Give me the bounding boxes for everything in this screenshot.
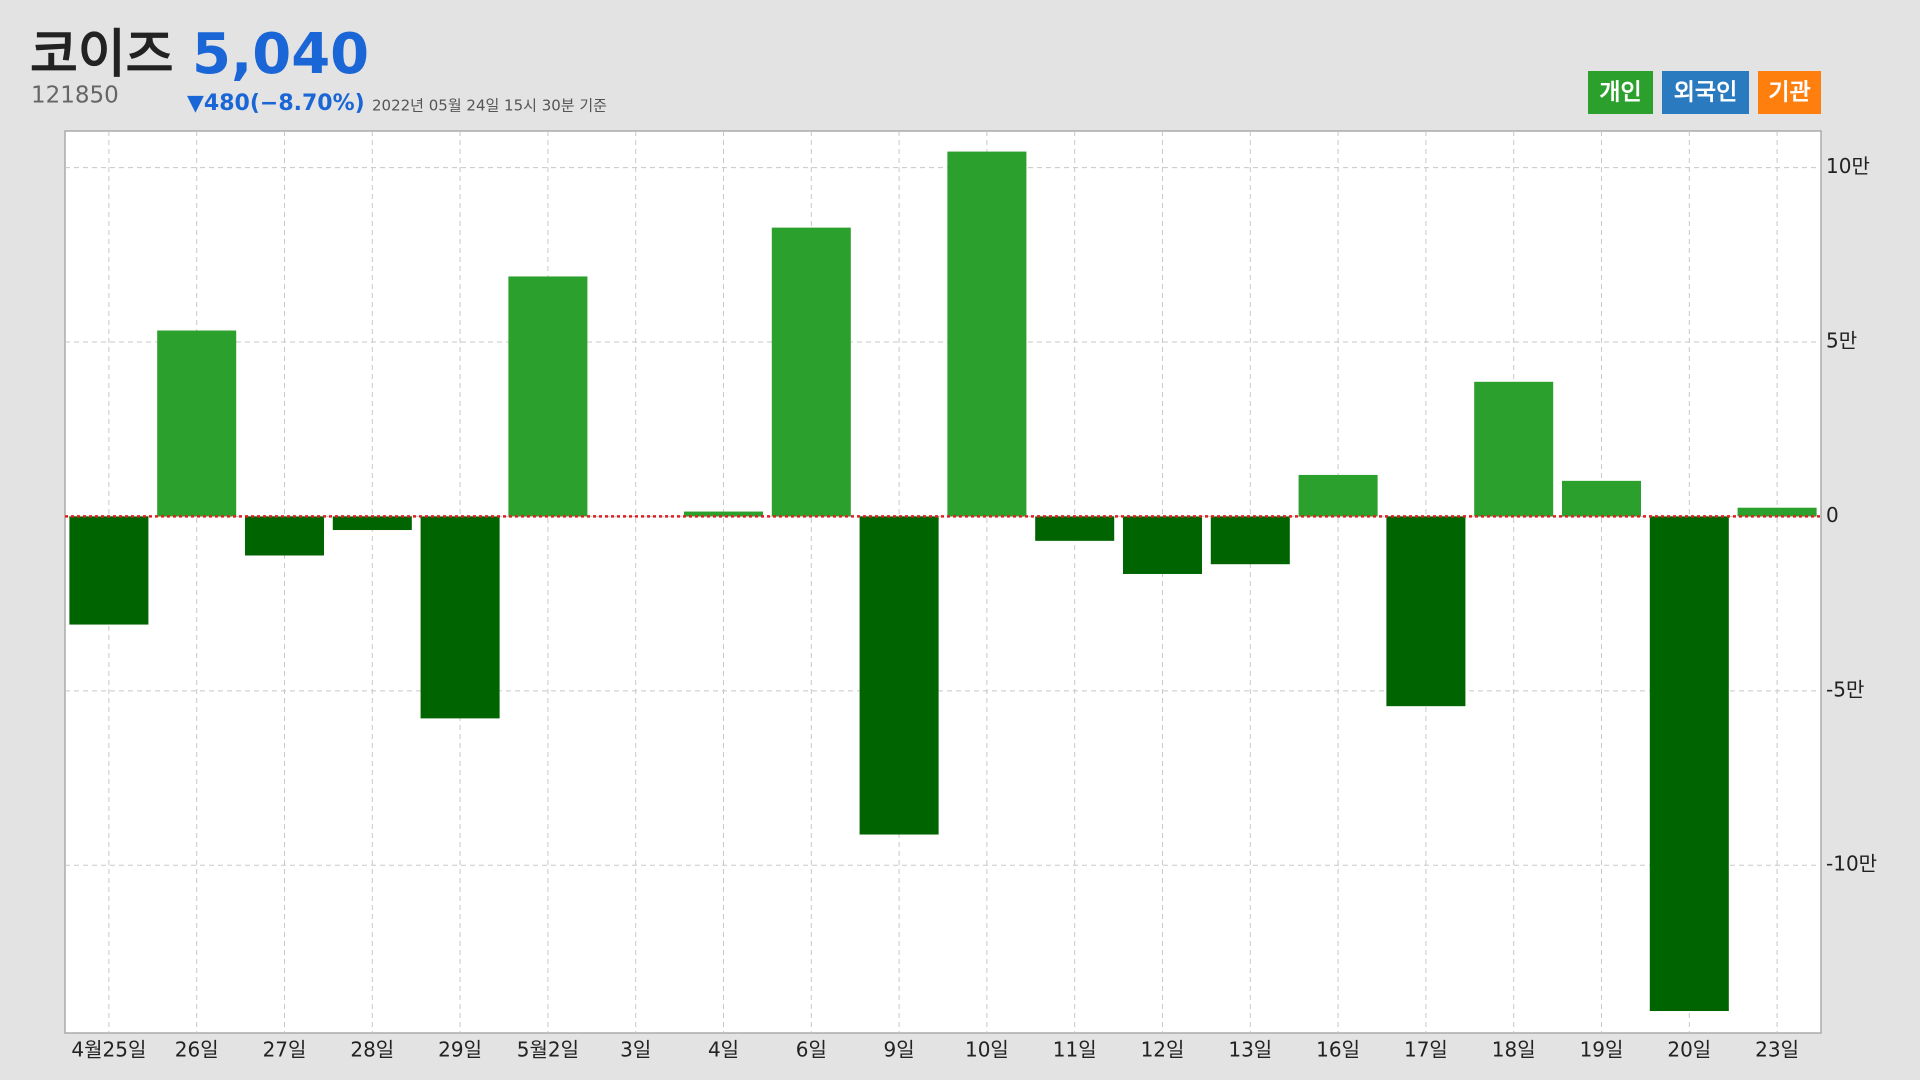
bar bbox=[683, 511, 764, 517]
x-tick-label: 23일 bbox=[1755, 1038, 1799, 1062]
price-change: ▼480(−8.70%) bbox=[187, 91, 365, 116]
x-tick-label: 17일 bbox=[1404, 1038, 1448, 1062]
x-tick-label: 26일 bbox=[175, 1038, 219, 1062]
x-tick-label: 19일 bbox=[1580, 1038, 1624, 1062]
x-tick-label: 16일 bbox=[1316, 1038, 1360, 1062]
x-tick-label: 3일 bbox=[620, 1038, 651, 1062]
bar bbox=[1474, 381, 1554, 517]
bar bbox=[1737, 507, 1817, 517]
plot-area bbox=[64, 130, 1822, 1034]
bar bbox=[244, 516, 325, 556]
x-tick-label: 20일 bbox=[1667, 1038, 1711, 1062]
legend-label[interactable]: 외국인 bbox=[1674, 80, 1737, 106]
legend-label[interactable]: 기관 bbox=[1768, 80, 1810, 106]
date: 2022년 05월 24일 15시 30분 기준 bbox=[372, 97, 607, 115]
bar bbox=[1386, 516, 1466, 707]
bar bbox=[859, 516, 939, 835]
x-tick-label: 28일 bbox=[350, 1038, 394, 1062]
x-tick-label: 4월25일 bbox=[71, 1038, 146, 1062]
bar bbox=[508, 276, 588, 517]
legend-label[interactable]: 개인 bbox=[1599, 80, 1641, 106]
bar bbox=[1122, 516, 1203, 574]
y-tick-label: 5만 bbox=[1826, 329, 1857, 353]
bar bbox=[1298, 474, 1378, 517]
x-tick-label: 29일 bbox=[438, 1038, 482, 1062]
x-tick-label: 4일 bbox=[708, 1038, 739, 1062]
legend-button[interactable] bbox=[1758, 71, 1821, 114]
chart-title: 코이즈 bbox=[30, 25, 174, 85]
y-tick-label: 10만 bbox=[1826, 154, 1870, 178]
bar bbox=[332, 516, 412, 531]
x-tick-label: 18일 bbox=[1492, 1038, 1536, 1062]
bar bbox=[1649, 516, 1729, 1012]
legend-button[interactable] bbox=[1588, 71, 1653, 114]
x-tick-label: 13일 bbox=[1228, 1038, 1272, 1062]
x-tick-label: 11일 bbox=[1053, 1038, 1097, 1062]
x-tick-label: 6일 bbox=[796, 1038, 827, 1062]
x-tick-label: 5월2일 bbox=[517, 1038, 579, 1062]
legend-button[interactable] bbox=[1662, 71, 1749, 114]
bar bbox=[1035, 516, 1115, 541]
bar bbox=[1210, 516, 1290, 565]
bar bbox=[1561, 480, 1642, 517]
bar bbox=[420, 516, 500, 719]
x-tick-label: 27일 bbox=[263, 1038, 307, 1062]
x-tick-label: 10일 bbox=[965, 1038, 1009, 1062]
price: 5,040 bbox=[192, 22, 369, 87]
bar bbox=[771, 227, 851, 517]
stock-code: 121850 bbox=[31, 83, 119, 109]
bar bbox=[69, 516, 149, 625]
bar bbox=[947, 151, 1027, 517]
y-tick-label: 0 bbox=[1826, 503, 1839, 527]
y-tick-label: -10만 bbox=[1826, 852, 1877, 876]
y-tick-label: -5만 bbox=[1826, 677, 1864, 701]
x-tick-label: 9일 bbox=[884, 1038, 915, 1062]
bar bbox=[157, 330, 237, 517]
x-tick-label: 12일 bbox=[1141, 1038, 1185, 1062]
